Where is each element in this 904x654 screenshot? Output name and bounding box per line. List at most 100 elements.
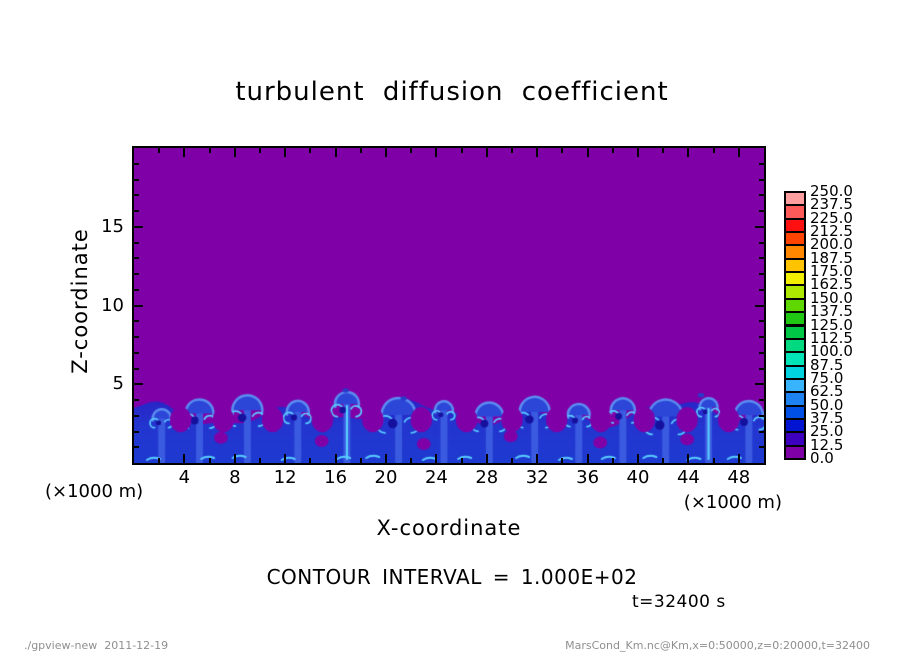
colorbar-label: 100.0: [810, 342, 853, 361]
x-axis-tick: [485, 148, 488, 157]
z-axis-tick: [134, 336, 139, 338]
z-axis-tick: [759, 399, 764, 401]
z-tick-label: 15: [101, 215, 124, 237]
x-axis-tick: [712, 148, 715, 153]
x-axis-tick: [233, 454, 236, 463]
colorbar: [784, 191, 806, 462]
x-tick-label: 12: [273, 467, 297, 488]
z-axis-tick: [759, 320, 764, 323]
x-axis-tick: [158, 458, 161, 463]
colorbar-label: 250.0: [810, 182, 853, 200]
colorbar-label: 225.0: [810, 208, 853, 227]
x-tick-label: 32: [525, 467, 549, 488]
z-tick-label: 5: [112, 373, 124, 395]
z-axis-tick: [755, 304, 764, 307]
plot-title: turbulent diffusion coefficient: [235, 77, 669, 107]
x-axis-tick: [662, 458, 665, 463]
colorbar-label: 212.5: [810, 222, 853, 241]
z-axis-tick: [759, 178, 764, 181]
x-axis-tick: [259, 458, 261, 463]
x-axis-tick: [334, 454, 337, 463]
z-axis-tick: [759, 414, 764, 417]
x-axis-tick: [359, 148, 362, 153]
x-axis-units: (×1000 m): [683, 492, 782, 513]
colorbar-label: 187.5: [810, 248, 853, 267]
x-axis-tick: [183, 454, 186, 463]
x-axis-tick: [511, 148, 513, 153]
x-tick-label: 48: [727, 467, 751, 488]
x-axis-tick: [460, 148, 463, 153]
x-axis-tick: [687, 148, 690, 157]
x-axis-tick: [511, 458, 513, 463]
z-axis-tick: [759, 351, 764, 354]
z-axis-tick: [759, 446, 764, 449]
x-axis-tick: [611, 148, 614, 153]
x-axis-label: X-coordinate: [376, 516, 522, 540]
z-axis-tick: [134, 430, 139, 433]
z-axis-tick: [134, 210, 139, 212]
colorbar-label: 237.5: [810, 195, 853, 214]
z-axis-tick: [759, 257, 764, 260]
colorbar-label: 87.5: [810, 355, 844, 374]
colorbar-label: 75.0: [810, 368, 844, 387]
x-axis-tick: [435, 454, 438, 463]
z-axis-tick: [134, 446, 139, 449]
x-axis-tick: [334, 148, 337, 157]
z-axis-tick: [759, 210, 764, 212]
z-axis-tick: [755, 225, 764, 228]
x-axis-tick: [410, 148, 413, 153]
x-tick-label: 20: [374, 467, 398, 488]
x-axis-tick: [586, 454, 589, 463]
x-axis-tick: [309, 458, 312, 463]
footer-dataset-text: MarsCond_Km.nc@Km,x=0:50000,z=0:20000,t=…: [565, 639, 870, 652]
z-tick-label: 10: [101, 294, 124, 316]
x-axis-tick: [561, 148, 564, 153]
x-axis-tick: [712, 458, 715, 463]
z-tick-labels: 5 10 15: [88, 146, 124, 465]
z-axis-tick: [759, 430, 764, 433]
contour-interval-note: CONTOUR INTERVAL = 1.000E+02: [266, 565, 638, 589]
x-axis-tick: [385, 454, 387, 463]
x-axis-tick: [385, 148, 387, 157]
z-axis-tick: [759, 162, 764, 165]
x-axis-tick: [460, 458, 463, 463]
z-axis-tick: [134, 194, 139, 197]
x-axis-tick: [687, 454, 690, 463]
x-axis-tick: [309, 148, 312, 153]
x-axis-tick: [737, 148, 740, 157]
z-axis-tick: [134, 304, 143, 307]
z-axis-tick: [134, 383, 143, 386]
z-axis-tick: [134, 399, 139, 401]
colorbar-label: 50.0: [810, 395, 844, 414]
x-axis-tick: [284, 454, 287, 463]
colorbar-label: 125.0: [810, 315, 853, 334]
x-axis-tick: [158, 148, 161, 153]
colorbar-label: 0.0: [810, 449, 834, 467]
x-axis-tick: [435, 148, 438, 157]
colorbar-label: 162.5: [810, 275, 853, 294]
x-axis-tick: [536, 454, 539, 463]
colorbar-label: 112.5: [810, 328, 853, 347]
x-axis-tick: [183, 148, 186, 157]
colorbar-label: 12.5: [810, 435, 844, 454]
z-axis-tick: [759, 273, 764, 275]
z-axis-tick: [134, 241, 139, 244]
x-tick-label: 40: [626, 467, 650, 488]
z-axis-tick: [759, 367, 764, 370]
x-tick-label: 24: [424, 467, 448, 488]
x-tick-label: 44: [676, 467, 700, 488]
x-axis-tick: [637, 148, 639, 157]
z-axis-units: (×1000 m): [45, 481, 144, 502]
colorbar-label: 137.5: [810, 302, 853, 321]
x-tick-labels: 4 8 12 16 20 24 28 32 36 40 44 48: [134, 467, 764, 489]
x-axis-tick: [662, 148, 665, 153]
z-axis-tick: [134, 273, 139, 275]
x-axis-tick: [637, 454, 639, 463]
x-axis-tick: [485, 454, 488, 463]
z-axis-tick: [134, 367, 139, 370]
footer-command-text: ./gpview-new 2011-12-19: [24, 639, 169, 652]
x-tick-label: 36: [576, 467, 600, 488]
x-axis-tick: [284, 148, 287, 157]
x-tick-label: 28: [475, 467, 499, 488]
